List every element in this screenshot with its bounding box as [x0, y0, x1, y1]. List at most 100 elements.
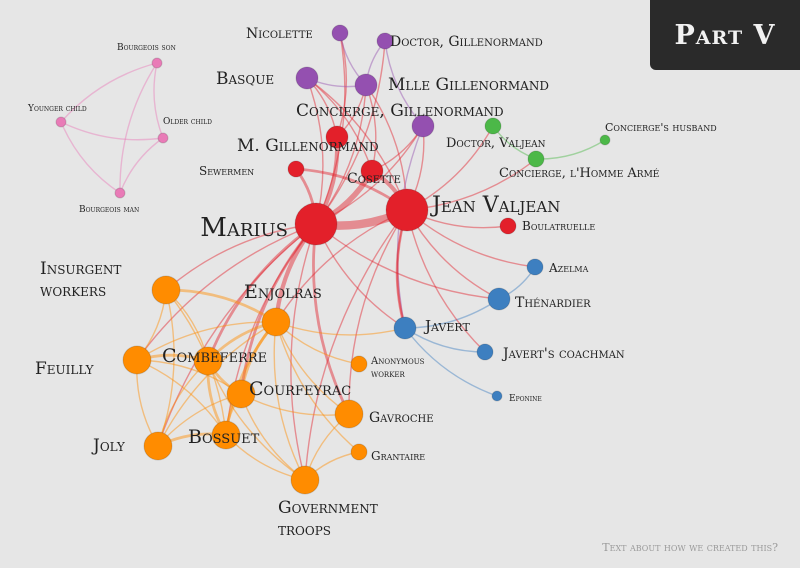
- node-joly[interactable]: [143, 431, 173, 461]
- node-doctorv[interactable]: [484, 117, 502, 135]
- edge: [315, 40, 386, 225]
- node-gavroche[interactable]: [334, 399, 364, 429]
- edge: [304, 209, 408, 481]
- node-bourgeoisson[interactable]: [151, 57, 163, 69]
- node-conciergehusband[interactable]: [599, 134, 611, 146]
- node-label-mlle: Mlle Gillenormand: [388, 75, 549, 95]
- node-label-grantaire: Grantaire: [371, 449, 425, 463]
- node-label-thenardier: Thénardier: [515, 295, 591, 311]
- edge: [535, 139, 606, 160]
- node-label-youngerchild: Younger child: [27, 104, 87, 114]
- edge: [119, 62, 158, 194]
- edge: [207, 360, 306, 481]
- node-grantaire[interactable]: [350, 443, 368, 461]
- part-badge: Part V: [650, 0, 800, 70]
- node-javertcoach[interactable]: [476, 343, 494, 361]
- node-label-nicolette: Nicolette: [246, 26, 313, 42]
- node-conciergehomme[interactable]: [527, 150, 545, 168]
- node-label-doctorg: Doctor, Gillenormand: [390, 34, 543, 50]
- node-label-conciergehomme: Concierge, l'Homme Armé: [499, 166, 659, 181]
- node-bossuet[interactable]: [211, 420, 241, 450]
- node-valjean[interactable]: [385, 188, 429, 232]
- node-courfeyrac[interactable]: [226, 379, 256, 409]
- node-label-conciergehusband: Concierge's husband: [605, 121, 717, 134]
- node-insurgents[interactable]: [151, 275, 181, 305]
- node-label-gavroche: Gavroche: [369, 410, 434, 426]
- node-govtroops[interactable]: [290, 465, 320, 495]
- node-anonworker[interactable]: [350, 355, 368, 373]
- node-label-doctorv: Doctor, Valjean: [446, 136, 546, 151]
- node-enjolras[interactable]: [261, 307, 291, 337]
- edge: [348, 209, 408, 415]
- node-nicolette[interactable]: [331, 24, 349, 42]
- edge: [225, 223, 317, 436]
- node-label-mgillenormand: M. Gillenormand: [237, 136, 379, 156]
- about-link[interactable]: Text about how we created this?: [602, 541, 778, 554]
- edge: [273, 321, 306, 481]
- edge: [275, 209, 408, 323]
- edge: [275, 321, 360, 453]
- node-label-enjolras: Enjolras: [244, 281, 322, 303]
- node-javert[interactable]: [393, 316, 417, 340]
- node-youngerchild[interactable]: [55, 116, 67, 128]
- node-feuilly[interactable]: [122, 345, 152, 375]
- node-label-javert: Javert: [423, 317, 470, 335]
- edge: [136, 223, 317, 361]
- node-bourgeoisman[interactable]: [114, 187, 126, 199]
- node-label-valjean: Jean Valjean: [430, 193, 560, 218]
- node-combeferre[interactable]: [193, 346, 223, 376]
- edge: [60, 121, 121, 194]
- node-eponine[interactable]: [491, 390, 503, 402]
- node-label-insurgents: Insurgent workers: [40, 259, 121, 301]
- node-label-bourgeoisman: Bourgeois man: [79, 205, 139, 215]
- node-label-marius: Marius: [200, 213, 288, 243]
- edge: [306, 77, 373, 172]
- node-marius[interactable]: [294, 202, 338, 246]
- edge: [157, 223, 317, 447]
- node-cosette[interactable]: [360, 159, 384, 183]
- edge: [312, 223, 351, 415]
- edge: [60, 121, 164, 141]
- edge: [239, 223, 318, 395]
- edge: [157, 321, 277, 447]
- node-label-joly: Joly: [91, 436, 126, 456]
- edge: [136, 321, 277, 361]
- node-label-eponine: Eponine: [509, 394, 542, 404]
- edge: [119, 137, 164, 194]
- edge: [224, 321, 278, 436]
- node-doctorg[interactable]: [376, 32, 394, 50]
- node-label-combeferre: Combeferre: [162, 345, 267, 367]
- node-label-bourgeoisson: Bourgeois son: [117, 43, 176, 53]
- edge: [153, 62, 164, 139]
- node-label-anonworker: Anonymous worker: [370, 356, 425, 380]
- node-label-feuilly: Feuilly: [35, 359, 95, 379]
- edge: [60, 62, 158, 123]
- edge: [275, 321, 406, 336]
- edge: [157, 289, 175, 447]
- node-label-cosette: Cosette: [347, 171, 401, 187]
- part-title: Part V: [674, 19, 776, 51]
- node-azelma[interactable]: [526, 258, 544, 276]
- node-boulatruelle[interactable]: [499, 217, 517, 235]
- node-olderchild[interactable]: [157, 132, 169, 144]
- edge: [206, 222, 317, 362]
- node-basque[interactable]: [295, 66, 319, 90]
- node-thenardier[interactable]: [487, 287, 511, 311]
- node-label-olderchild: Older child: [163, 117, 212, 127]
- node-mlle[interactable]: [354, 73, 378, 97]
- node-label-sewermen: Sewermen: [199, 164, 254, 178]
- nodes-layer: [55, 24, 611, 495]
- node-label-bossuet: Bossuet: [188, 426, 260, 448]
- node-label-basque: Basque: [216, 69, 274, 89]
- node-sewermen[interactable]: [287, 160, 305, 178]
- node-conciergeg[interactable]: [411, 114, 435, 138]
- edge: [404, 327, 498, 397]
- node-label-boulatruelle: Boulatruelle: [522, 219, 595, 233]
- node-label-conciergeg: Concierge, Gillenormand: [296, 101, 504, 121]
- node-label-javertcoach: Javert's coachman: [501, 346, 625, 362]
- node-mgillenormand[interactable]: [325, 125, 349, 149]
- node-label-azelma: Azelma: [548, 261, 589, 275]
- node-label-courfeyrac: Courfeyrac: [249, 378, 351, 400]
- node-label-govtroops: Government troops: [278, 498, 378, 540]
